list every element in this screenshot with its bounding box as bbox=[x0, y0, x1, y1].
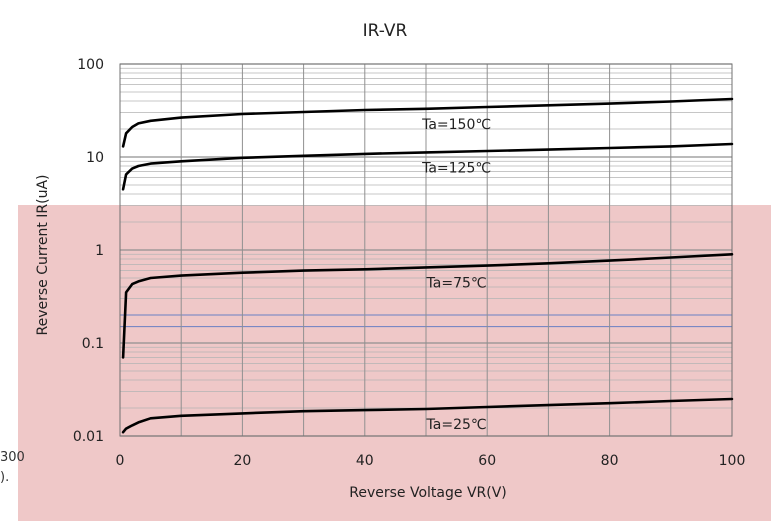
y-tick-label: 0.1 bbox=[82, 336, 104, 352]
chart-title: IR-VR bbox=[363, 21, 408, 41]
series-line bbox=[121, 142, 734, 191]
series-line bbox=[121, 97, 734, 148]
series-label: Ta=75℃ bbox=[426, 275, 487, 291]
series-line bbox=[121, 397, 734, 434]
series-line bbox=[121, 253, 734, 359]
left-edge-x-tick-fragment: 300 bbox=[0, 450, 25, 465]
x-tick-label: 60 bbox=[478, 453, 496, 469]
x-tick-label: 20 bbox=[233, 453, 251, 469]
series-label: Ta=150℃ bbox=[421, 117, 491, 133]
series-label: Ta=25℃ bbox=[426, 417, 487, 433]
left-edge-axis-label-fragment: ). bbox=[0, 470, 10, 485]
y-tick-label: 10 bbox=[86, 150, 104, 166]
x-axis-label: Reverse Voltage VR(V) bbox=[349, 485, 507, 501]
y-tick-label: 100 bbox=[77, 57, 104, 73]
y-tick-label: 1 bbox=[95, 243, 104, 259]
plot-frame bbox=[119, 63, 733, 437]
x-tick-labels: 0 20 40 60 80 100 bbox=[116, 453, 746, 469]
series-label: Ta=125℃ bbox=[421, 160, 491, 176]
series-labels: Ta=150℃ Ta=125℃ Ta=75℃ Ta=25℃ bbox=[421, 117, 491, 433]
x-tick-label: 0 bbox=[116, 453, 125, 469]
x-tick-label: 80 bbox=[601, 453, 619, 469]
y-axis-label: Reverse Current IR(uA) bbox=[35, 175, 51, 336]
shaded-band bbox=[18, 205, 771, 521]
x-tick-label: 100 bbox=[719, 453, 746, 469]
series-curves bbox=[121, 97, 734, 434]
y-tick-labels: 0.01 0.1 1 10 100 bbox=[73, 57, 104, 445]
y-tick-label: 0.01 bbox=[73, 429, 104, 445]
x-tick-label: 40 bbox=[356, 453, 374, 469]
